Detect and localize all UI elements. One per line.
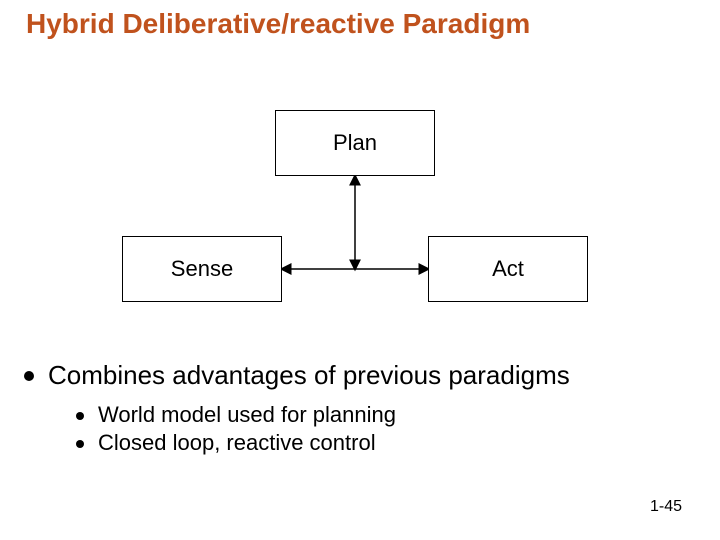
page-number-text: 1-45 xyxy=(650,498,682,515)
bullet-dot-icon xyxy=(76,440,84,448)
node-plan-label: Plan xyxy=(333,130,377,156)
bullet-dot-icon xyxy=(24,371,34,381)
bullet-dot-icon xyxy=(76,412,84,420)
node-sense-label: Sense xyxy=(171,256,233,282)
bullet-l1-0: Combines advantages of previous paradigm… xyxy=(24,360,570,391)
bullet-l1-0-text: Combines advantages of previous paradigm… xyxy=(48,360,570,391)
node-sense: Sense xyxy=(122,236,282,302)
node-plan: Plan xyxy=(275,110,435,176)
bullet-l2-1: Closed loop, reactive control xyxy=(76,430,376,456)
bullet-l2-0: World model used for planning xyxy=(76,402,396,428)
bullet-l2-1-text: Closed loop, reactive control xyxy=(98,430,376,456)
node-act-label: Act xyxy=(492,256,524,282)
node-act: Act xyxy=(428,236,588,302)
paradigm-diagram: Plan Sense Act xyxy=(0,0,720,340)
slide: Hybrid Deliberative/reactive Paradigm Pl… xyxy=(0,0,720,540)
page-number: 1-45 xyxy=(650,498,682,516)
bullet-l2-0-text: World model used for planning xyxy=(98,402,396,428)
